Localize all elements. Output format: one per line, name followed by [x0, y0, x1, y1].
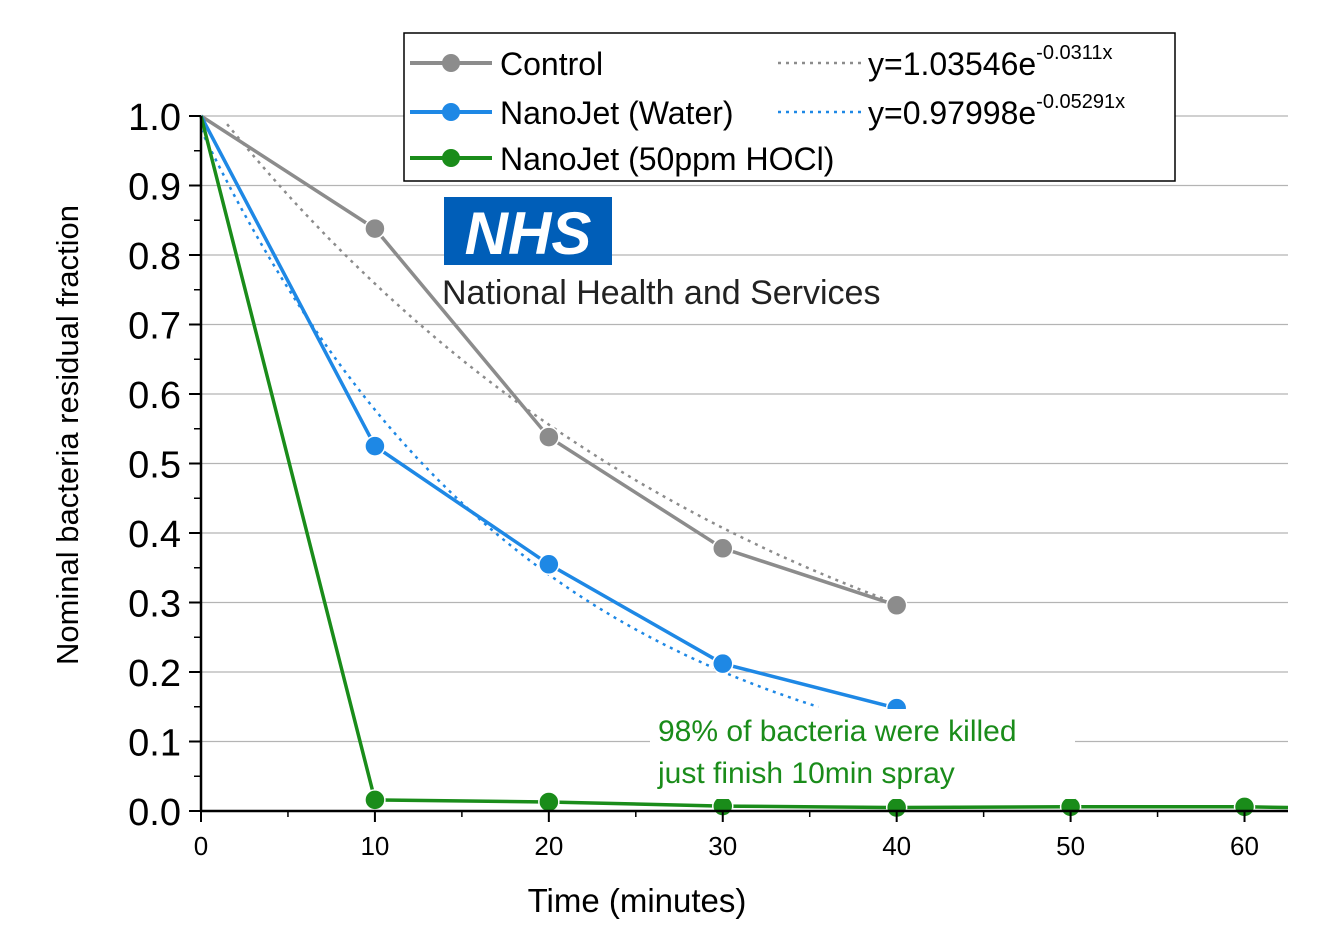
data-point — [364, 435, 386, 457]
y-tick-label: 0.0 — [128, 792, 181, 834]
data-point — [712, 652, 734, 675]
legend-label-control: Control — [500, 46, 603, 82]
y-tick-label: 1.0 — [128, 97, 181, 139]
data-point — [538, 791, 560, 813]
legend-label-control-fit: y=1.03546e-0.0311x — [868, 42, 1113, 82]
data-point — [538, 553, 560, 576]
data-point — [538, 426, 560, 448]
y-tick-label: 0.2 — [128, 653, 181, 695]
water-fit-base: y=0.97998e — [868, 95, 1036, 131]
x-tick-label: 50 — [1056, 831, 1085, 861]
nhs-logo-box — [444, 197, 612, 265]
legend-label-water: NanoJet (Water) — [500, 95, 734, 131]
data-point — [712, 537, 734, 560]
y-tick-label: 0.4 — [128, 514, 181, 556]
series-line — [199, 115, 1289, 810]
annotation-background — [650, 709, 1075, 799]
legend-box — [403, 32, 1176, 182]
y-tick-label: 0.5 — [128, 445, 181, 487]
water-fit-exponent: -0.05291x — [1036, 91, 1125, 113]
annotation: 98% of bacteria were killed just finish … — [650, 709, 1075, 799]
annotation-line-1: 98% of bacteria were killed — [658, 715, 1017, 748]
y-axis-label: Nominal bacteria residual fraction — [50, 205, 85, 665]
nhs-subtitle: National Health and Services — [442, 274, 880, 312]
x-tick-label: 10 — [360, 831, 389, 861]
annotation-line-2: just finish 10min spray — [657, 757, 955, 790]
y-tick-label: 0.3 — [128, 584, 181, 626]
nhs-logo-text: NHS — [465, 200, 592, 267]
x-tick-label: 30 — [708, 831, 737, 861]
y-tick-label: 0.7 — [128, 306, 181, 348]
x-tick-label: 40 — [882, 831, 911, 861]
legend: Control NanoJet (Water) NanoJet (50ppm H… — [403, 32, 1176, 182]
y-tick-label: 0.9 — [128, 167, 181, 209]
legend-label-water-fit: y=0.97998e-0.05291x — [868, 91, 1125, 131]
x-tick-label: 0 — [194, 831, 208, 861]
control-fit-exponent: -0.0311x — [1036, 42, 1112, 64]
legend-label-hocl: NanoJet (50ppm HOCl) — [500, 141, 834, 177]
data-point — [364, 217, 386, 240]
x-tick-label: 20 — [534, 831, 563, 861]
legend-marker-control — [442, 54, 460, 72]
fit-curve — [226, 123, 898, 605]
x-tick-label: 60 — [1230, 831, 1259, 861]
y-tick-label: 0.1 — [128, 723, 181, 765]
legend-marker-hocl — [442, 149, 460, 167]
data-point — [885, 594, 908, 617]
y-tick-label: 0.8 — [128, 236, 181, 278]
legend-marker-water — [442, 103, 460, 121]
nhs-logo: NHS National Health and Services — [442, 197, 880, 312]
control-fit-base: y=1.03546e — [868, 46, 1036, 82]
axes: 0.0 0.1 0.2 0.3 0.4 0.5 0.6 0.7 0.8 0.9 1.0 0 10 20 30… — [128, 97, 1288, 861]
y-tick-label: 0.6 — [128, 375, 181, 417]
data-point — [364, 789, 386, 811]
x-axis-label: Time (minutes) — [528, 882, 747, 919]
